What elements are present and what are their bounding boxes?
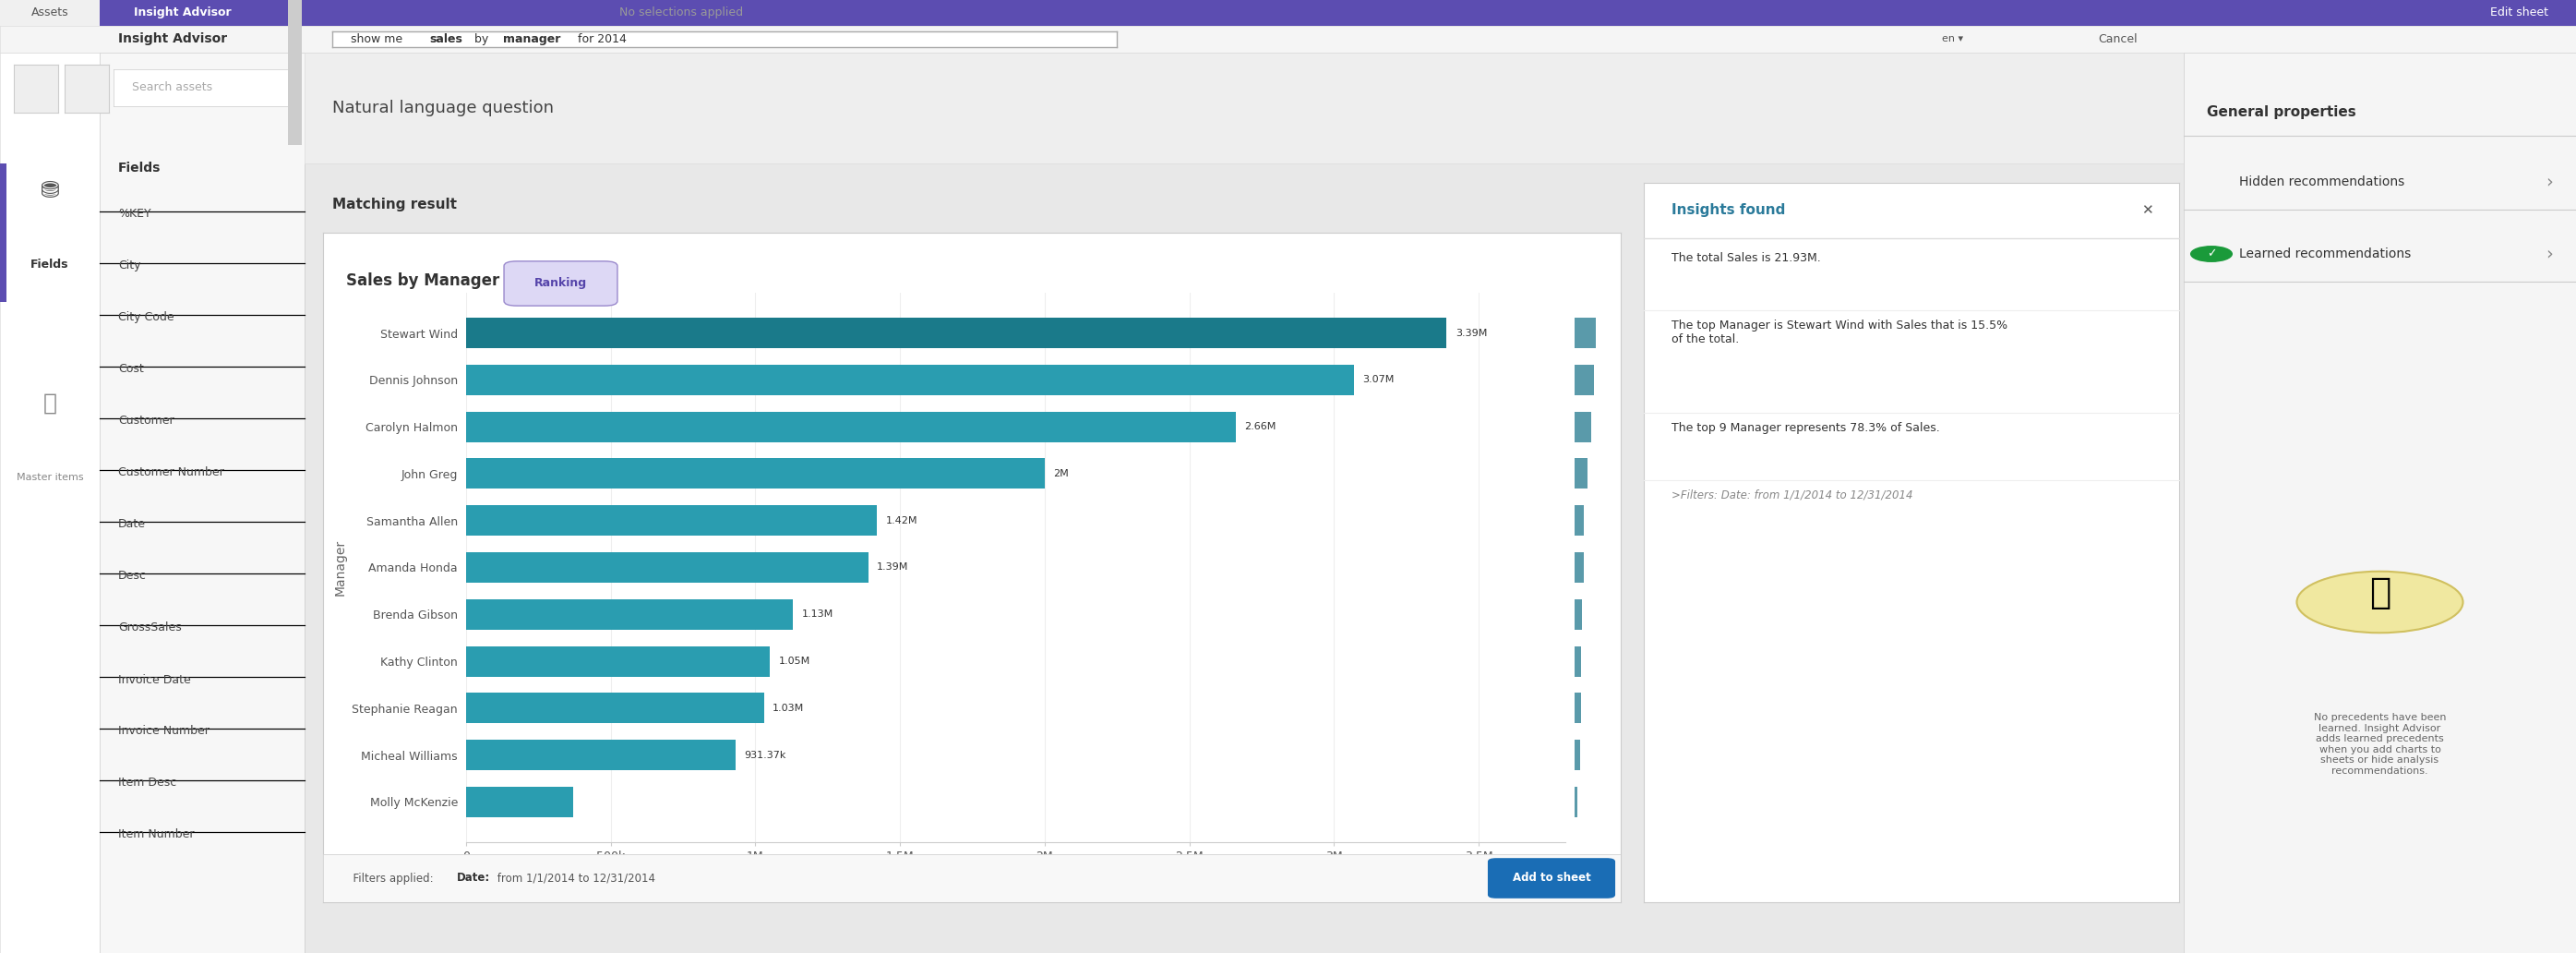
Text: 931.37k: 931.37k [744,750,786,760]
Text: for 2014: for 2014 [574,33,626,45]
Text: %KEY: %KEY [118,209,152,220]
Text: 1.05M: 1.05M [778,657,809,666]
Text: No selections applied: No selections applied [618,7,742,19]
Text: Hidden recommendations: Hidden recommendations [2239,175,2403,189]
Text: Customer: Customer [118,416,175,427]
Text: Fields: Fields [118,162,160,174]
Text: Learned recommendations: Learned recommendations [2239,248,2411,260]
Text: en ▾: en ▾ [1942,34,1963,44]
Text: Matching result: Matching result [332,198,456,212]
Text: No precedents have been
learned. Insight Advisor
adds learned precedents
when yo: No precedents have been learned. Insight… [2313,713,2447,776]
Text: Assets: Assets [31,7,70,19]
Text: Insights found: Insights found [1672,204,1785,217]
Text: 3.39M: 3.39M [1455,329,1486,337]
Bar [1574,693,1582,723]
Bar [466,787,572,818]
Y-axis label: Manager: Manager [335,539,348,596]
Bar [466,412,1236,442]
Text: sales: sales [430,33,461,45]
Text: ›: › [2545,245,2553,263]
Text: show me: show me [350,33,407,45]
Text: >Filters: Date: from 1/1/2014 to 12/31/2014: >Filters: Date: from 1/1/2014 to 12/31/2… [1672,490,1914,501]
Text: ⛓: ⛓ [44,393,57,415]
Text: Date:: Date: [456,872,489,884]
Text: The top 9 Manager represents 78.3% of Sales.: The top 9 Manager represents 78.3% of Sa… [1672,422,1940,434]
Text: Insight Advisor: Insight Advisor [134,7,232,19]
Text: Edit sheet: Edit sheet [2491,7,2548,19]
Bar [1574,458,1587,489]
Bar [1574,552,1584,582]
Text: 2.66M: 2.66M [1244,422,1275,432]
Text: 2M: 2M [1054,469,1069,478]
Text: Search assets: Search assets [131,82,211,93]
Text: Add to sheet: Add to sheet [1512,872,1589,884]
Text: GrossSales: GrossSales [118,622,180,634]
Text: Item Desc: Item Desc [118,777,178,789]
Bar [1574,740,1582,770]
X-axis label: Sales: Sales [999,867,1033,881]
Text: 1.39M: 1.39M [876,563,909,572]
Text: General properties: General properties [2208,106,2357,119]
Text: 1.03M: 1.03M [773,703,804,713]
Text: Item Number: Item Number [118,829,193,841]
Text: manager: manager [502,33,562,45]
Text: 💡: 💡 [2370,576,2391,611]
Text: City: City [118,260,142,272]
Bar [1574,646,1582,677]
Bar [466,552,868,582]
Text: 3.07M: 3.07M [1363,375,1394,384]
Text: Sales by Manager: Sales by Manager [345,273,500,289]
Bar [466,317,1448,348]
Text: City Code: City Code [118,312,175,324]
Text: ✕: ✕ [2141,204,2154,217]
Bar [1574,505,1584,536]
Bar [466,693,765,723]
Text: from 1/1/2014 to 12/31/2014: from 1/1/2014 to 12/31/2014 [495,872,654,884]
Text: Insight Advisor: Insight Advisor [118,32,227,46]
Bar [466,365,1355,395]
Text: The total Sales is 21.93M.: The total Sales is 21.93M. [1672,253,1821,264]
Text: Customer Number: Customer Number [118,467,224,478]
Bar [1574,412,1592,442]
Text: Natural language question: Natural language question [332,100,554,116]
Text: Invoice Date: Invoice Date [118,674,191,685]
Text: Date: Date [118,518,147,531]
Bar [1574,365,1595,395]
Text: Cancel: Cancel [2099,33,2138,45]
Text: Master items: Master items [15,473,82,482]
Bar [466,505,876,536]
Bar [466,599,793,630]
Bar [1574,317,1597,348]
Text: Filters applied:: Filters applied: [345,872,440,884]
Bar [466,646,770,677]
Text: Desc: Desc [118,570,147,582]
Text: by: by [471,33,492,45]
Text: Ranking: Ranking [533,277,587,290]
Text: Invoice Number: Invoice Number [118,725,209,738]
Text: 1.13M: 1.13M [801,610,832,619]
Text: ⛃: ⛃ [41,180,59,202]
Bar [466,458,1046,489]
Text: ›: › [2545,173,2553,191]
Text: Cost: Cost [118,363,144,375]
Bar [466,740,737,770]
Text: 1.42M: 1.42M [886,516,917,525]
Text: The top Manager is Stewart Wind with Sales that is 15.5%
of the total.: The top Manager is Stewart Wind with Sal… [1672,319,2007,345]
Text: ✓: ✓ [2208,248,2215,260]
Text: Fields: Fields [31,259,70,271]
Bar [1574,599,1582,630]
